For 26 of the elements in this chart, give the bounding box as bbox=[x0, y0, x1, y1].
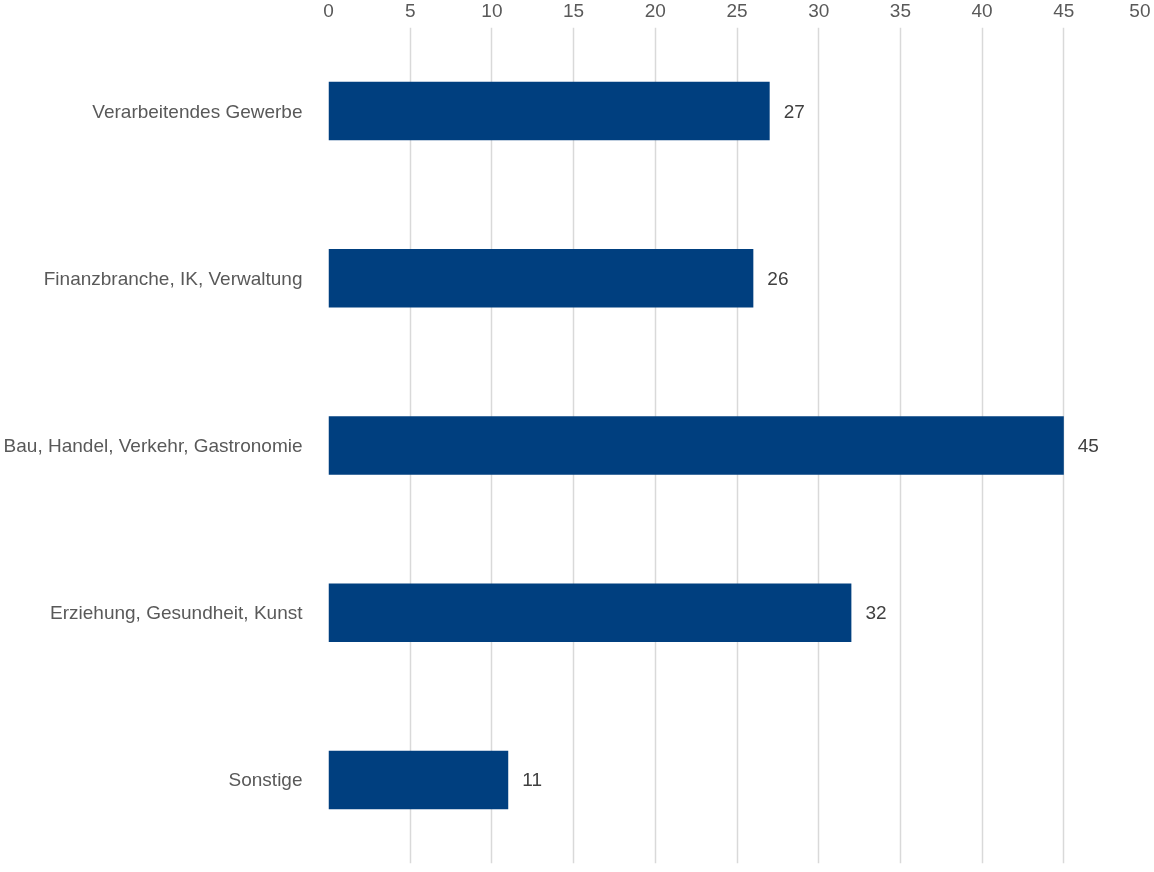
x-tick-label: 25 bbox=[726, 0, 748, 21]
x-tick-label: 50 bbox=[1129, 0, 1151, 21]
x-tick-label: 45 bbox=[1053, 0, 1075, 21]
data-label: 11 bbox=[522, 769, 542, 791]
y-tick-label: Erziehung, Gesundheit, Kunst bbox=[50, 602, 304, 624]
data-label: 26 bbox=[767, 267, 789, 289]
data-label: 45 bbox=[1077, 435, 1099, 456]
bar bbox=[328, 750, 509, 810]
x-tick-label: 10 bbox=[481, 0, 503, 21]
y-tick-label: Finanzbranche, IK, Verwaltung bbox=[43, 267, 303, 289]
x-tick-label: 20 bbox=[644, 0, 666, 21]
x-tick-label: 15 bbox=[563, 0, 585, 21]
data-label: 27 bbox=[783, 100, 805, 122]
x-tick-label: 35 bbox=[889, 0, 911, 21]
x-tick-label: 0 bbox=[323, 0, 334, 21]
x-tick-label: 5 bbox=[404, 0, 416, 21]
y-tick-label: Verarbeitendes Gewerbe bbox=[92, 100, 303, 122]
bar bbox=[328, 416, 1064, 475]
bar bbox=[328, 81, 770, 141]
bar bbox=[328, 583, 852, 642]
data-label: 32 bbox=[865, 602, 887, 624]
y-tick-label: Bau, Handel, Verkehr, Gastronomie bbox=[3, 435, 303, 456]
y-tick-label: Sonstige bbox=[228, 769, 303, 791]
x-tick-label: 30 bbox=[808, 0, 830, 21]
x-tick-label: 40 bbox=[971, 0, 993, 21]
bar bbox=[328, 249, 754, 308]
